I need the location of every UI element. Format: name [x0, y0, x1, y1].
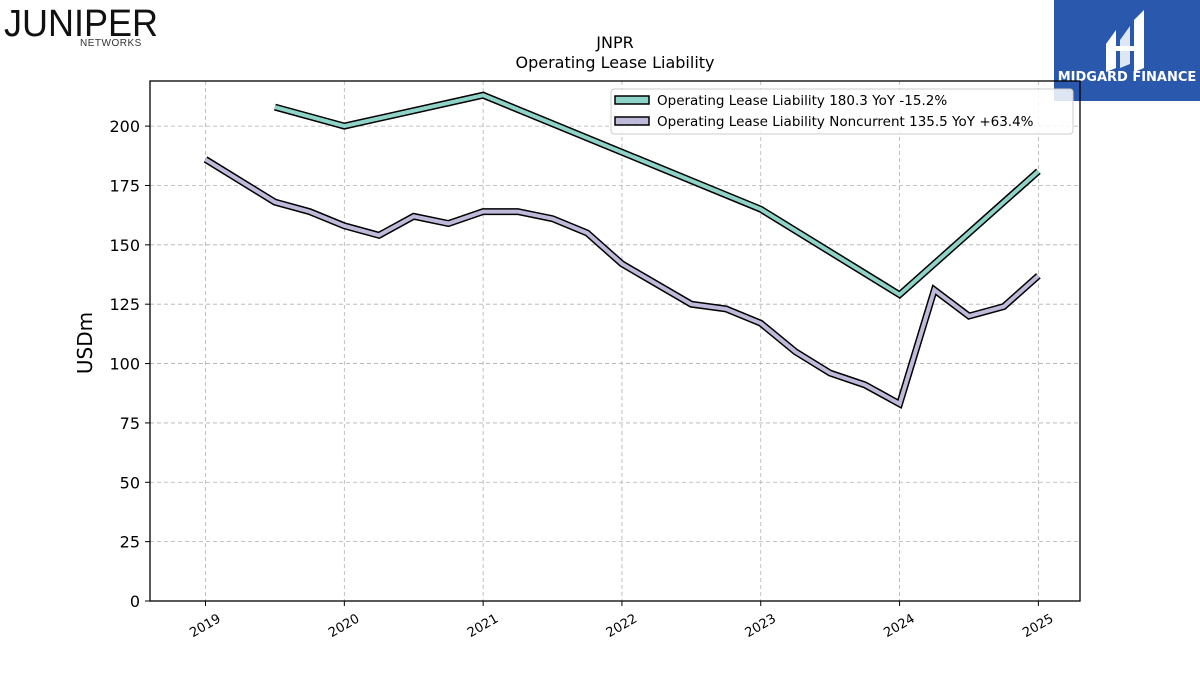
y-tick-label: 150 [109, 236, 140, 255]
x-tick-label: 2021 [465, 611, 501, 641]
legend: Operating Lease Liability 180.3 YoY -15.… [610, 88, 1074, 135]
series-line-2 [204, 157, 1040, 407]
legend-label-1: Operating Lease Liability 180.3 YoY -15.… [657, 93, 947, 109]
chart-title: JNPR [595, 33, 633, 52]
y-tick-label: 125 [109, 295, 140, 314]
y-axis-ticks: 0 25 50 75 100 125 150 175 200 [109, 117, 150, 611]
y-tick-label: 175 [109, 176, 140, 195]
y-tick-label: 50 [120, 473, 140, 492]
x-tick-label: 2025 [1020, 611, 1056, 641]
series-line-1 [274, 93, 1040, 298]
x-tick-label: 2022 [604, 611, 640, 641]
y-tick-label: 0 [130, 592, 140, 611]
y-tick-label: 200 [109, 117, 140, 136]
x-tick-label: 2023 [743, 611, 779, 641]
y-tick-label: 100 [109, 355, 140, 374]
x-tick-label: 2024 [881, 611, 917, 641]
chart-subtitle: Operating Lease Liability [515, 53, 714, 72]
y-tick-label: 75 [120, 414, 140, 433]
y-tick-label: 25 [120, 533, 140, 552]
juniper-logo-brand: JUNIPER [4, 3, 158, 45]
legend-swatch-2 [614, 116, 650, 126]
plot-frame [149, 80, 1081, 602]
series-lines [203, 91, 1041, 410]
legend-box [610, 88, 1074, 135]
midgard-logo-brand: MIDGARD FINANCE [1058, 70, 1197, 85]
midgard-mark-icon [1106, 10, 1144, 72]
legend-label-2: Operating Lease Liability Noncurrent 135… [657, 114, 1034, 130]
grid [150, 81, 1080, 602]
x-tick-label: 2020 [326, 611, 362, 641]
y-axis-label: USDm [73, 312, 97, 374]
legend-swatch-1 [614, 95, 650, 105]
juniper-logo-sub: NETWORKS [80, 38, 142, 49]
x-tick-label: 2019 [187, 611, 223, 641]
juniper-logo: JUNIPER NETWORKS [4, 2, 164, 50]
midgard-finance-logo: MIDGARD FINANCE [1054, 0, 1200, 101]
x-axis-ticks: 2019 2020 2021 2022 2023 2024 2025 [187, 601, 1056, 641]
